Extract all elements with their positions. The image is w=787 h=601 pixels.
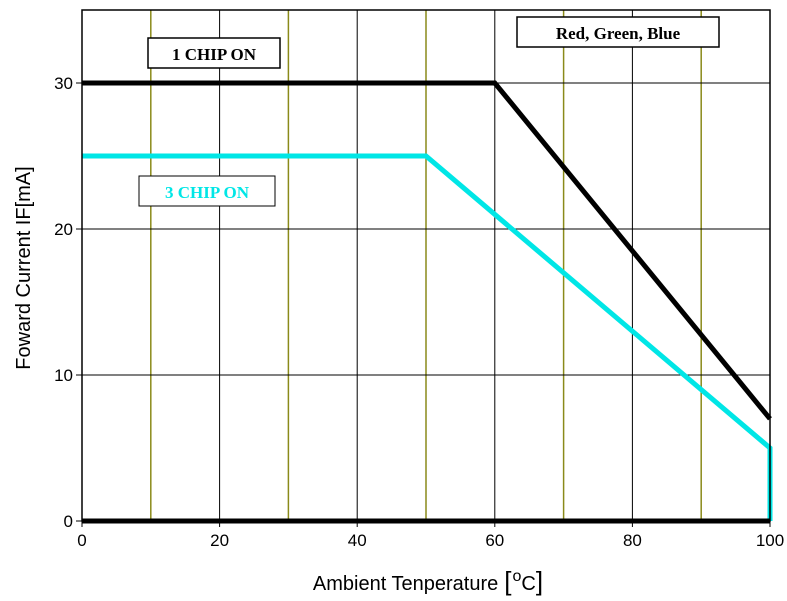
y-tick-label: 30 <box>54 74 73 93</box>
x-axis-title: Ambient Tenperature [oC] <box>313 566 543 596</box>
x-tick-label: 0 <box>77 531 86 550</box>
y-tick-label: 20 <box>54 220 73 239</box>
annotation-1-chip-on-label: 1 CHIP ON <box>172 45 257 64</box>
x-axis-unit-sup: o <box>512 568 521 585</box>
grid <box>82 10 770 521</box>
annotation-1-chip-on: 1 CHIP ON <box>147 37 281 69</box>
x-tick-label: 100 <box>756 531 784 550</box>
x-tick-label: 80 <box>623 531 642 550</box>
axes <box>81 9 771 524</box>
x-tick-label: 20 <box>210 531 229 550</box>
y-tick-label: 10 <box>54 366 73 385</box>
y-axis-title: Foward Current IF[mA] <box>13 166 35 369</box>
tick-labels: 0 20 40 60 80 100 0 10 20 30 <box>54 74 784 550</box>
annotation-colors: Red, Green, Blue <box>516 16 720 48</box>
x-tick-label: 60 <box>485 531 504 550</box>
x-tick-label: 40 <box>348 531 367 550</box>
annotation-3-chip-on: 3 CHIP ON <box>138 175 276 207</box>
y-tick-label: 0 <box>64 512 73 531</box>
annotation-colors-label: Red, Green, Blue <box>556 24 681 43</box>
x-axis-unit: C <box>521 573 535 595</box>
annotation-3-chip-on-label: 3 CHIP ON <box>165 183 250 202</box>
series-line-1 <box>82 80 772 421</box>
x-axis-title-text: Ambient Tenperature <box>313 573 498 595</box>
